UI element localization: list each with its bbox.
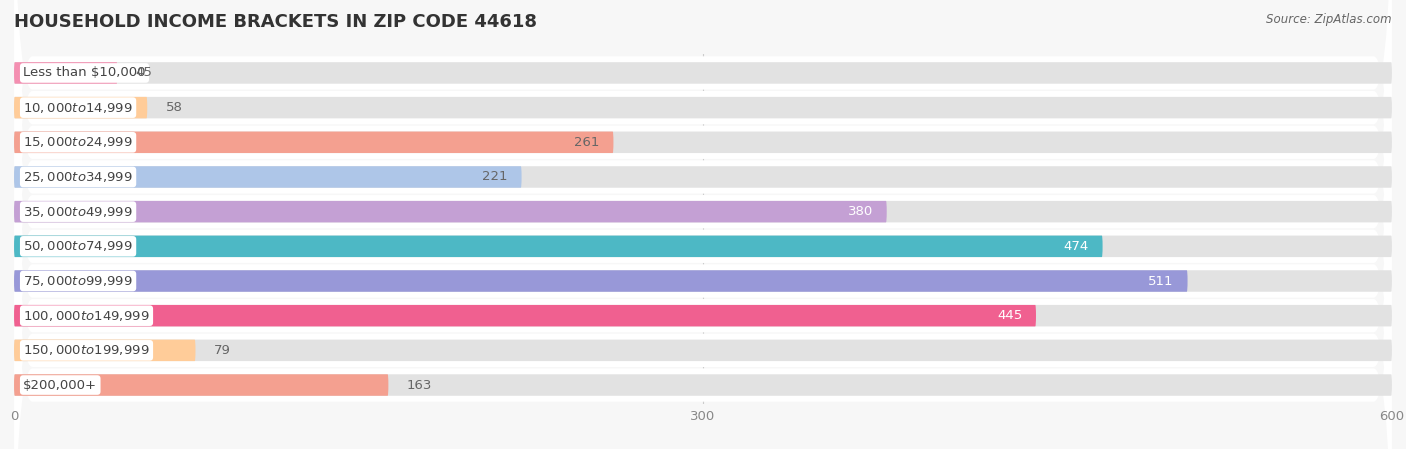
- Text: $25,000 to $34,999: $25,000 to $34,999: [24, 170, 134, 184]
- Text: 45: 45: [136, 66, 153, 79]
- FancyBboxPatch shape: [14, 0, 1392, 368]
- Text: 474: 474: [1063, 240, 1088, 253]
- FancyBboxPatch shape: [14, 62, 118, 84]
- Text: 58: 58: [166, 101, 183, 114]
- FancyBboxPatch shape: [14, 374, 1392, 396]
- FancyBboxPatch shape: [14, 20, 1392, 449]
- FancyBboxPatch shape: [14, 0, 1392, 403]
- Text: HOUSEHOLD INCOME BRACKETS IN ZIP CODE 44618: HOUSEHOLD INCOME BRACKETS IN ZIP CODE 44…: [14, 13, 537, 31]
- Text: Less than $10,000: Less than $10,000: [24, 66, 146, 79]
- FancyBboxPatch shape: [14, 124, 1392, 449]
- FancyBboxPatch shape: [14, 166, 522, 188]
- FancyBboxPatch shape: [14, 236, 1102, 257]
- FancyBboxPatch shape: [14, 132, 613, 153]
- Text: $10,000 to $14,999: $10,000 to $14,999: [24, 101, 134, 114]
- FancyBboxPatch shape: [14, 236, 1392, 257]
- FancyBboxPatch shape: [14, 305, 1036, 326]
- Text: 79: 79: [214, 344, 231, 357]
- Text: $50,000 to $74,999: $50,000 to $74,999: [24, 239, 134, 253]
- FancyBboxPatch shape: [14, 55, 1392, 449]
- Text: 163: 163: [406, 379, 432, 392]
- Text: $15,000 to $24,999: $15,000 to $24,999: [24, 135, 134, 150]
- FancyBboxPatch shape: [14, 305, 1392, 326]
- Text: Source: ZipAtlas.com: Source: ZipAtlas.com: [1267, 13, 1392, 26]
- FancyBboxPatch shape: [14, 0, 1392, 449]
- FancyBboxPatch shape: [14, 97, 1392, 119]
- FancyBboxPatch shape: [14, 270, 1188, 292]
- Text: 445: 445: [997, 309, 1022, 322]
- Text: 221: 221: [482, 171, 508, 184]
- FancyBboxPatch shape: [14, 0, 1392, 438]
- FancyBboxPatch shape: [14, 0, 1392, 334]
- Text: $150,000 to $199,999: $150,000 to $199,999: [24, 343, 150, 357]
- FancyBboxPatch shape: [14, 97, 148, 119]
- FancyBboxPatch shape: [14, 0, 1392, 449]
- FancyBboxPatch shape: [14, 62, 1392, 84]
- Text: $100,000 to $149,999: $100,000 to $149,999: [24, 308, 150, 323]
- FancyBboxPatch shape: [14, 339, 1392, 361]
- FancyBboxPatch shape: [14, 132, 1392, 153]
- FancyBboxPatch shape: [14, 270, 1392, 292]
- FancyBboxPatch shape: [14, 201, 1392, 222]
- Text: $200,000+: $200,000+: [24, 379, 97, 392]
- FancyBboxPatch shape: [14, 339, 195, 361]
- FancyBboxPatch shape: [14, 374, 388, 396]
- Text: 261: 261: [574, 136, 599, 149]
- Text: $75,000 to $99,999: $75,000 to $99,999: [24, 274, 134, 288]
- Text: $35,000 to $49,999: $35,000 to $49,999: [24, 205, 134, 219]
- Text: 380: 380: [848, 205, 873, 218]
- FancyBboxPatch shape: [14, 201, 887, 222]
- FancyBboxPatch shape: [14, 90, 1392, 449]
- FancyBboxPatch shape: [14, 166, 1392, 188]
- Text: 511: 511: [1149, 274, 1174, 287]
